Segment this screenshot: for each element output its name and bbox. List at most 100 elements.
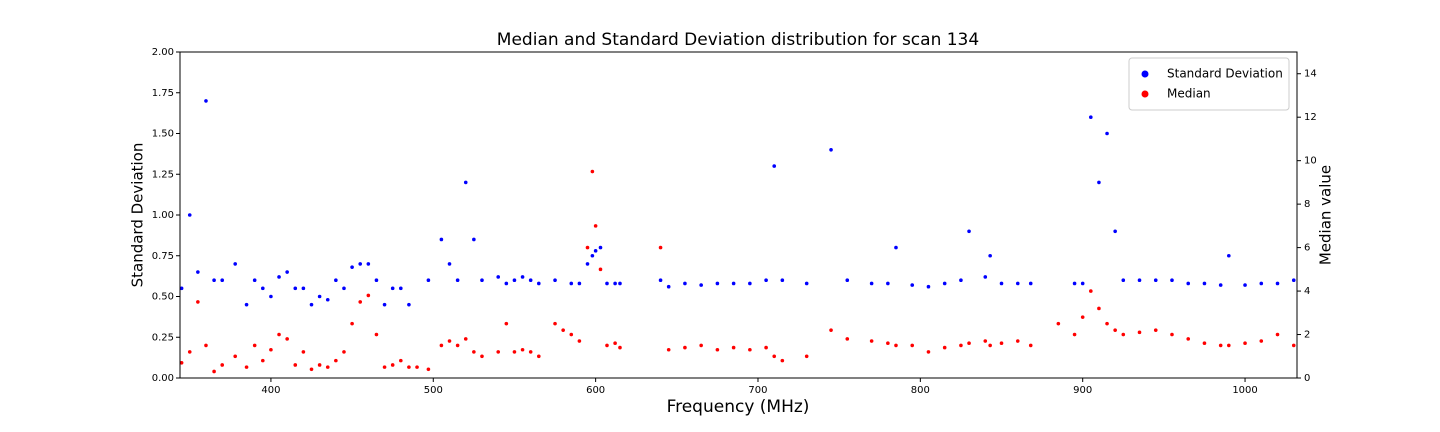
point <box>252 343 257 348</box>
point <box>1097 180 1101 185</box>
y-tick-label: 0.75 <box>152 251 174 262</box>
y2-tick-label: 6 <box>1304 243 1310 254</box>
point <box>528 350 533 354</box>
point <box>780 278 785 283</box>
point <box>598 267 603 272</box>
point <box>244 365 249 369</box>
point <box>869 281 874 286</box>
point <box>350 265 354 269</box>
point <box>480 354 484 359</box>
point <box>350 321 354 326</box>
point <box>366 293 371 298</box>
plot-frame <box>179 51 1298 379</box>
y2-tick-label: 2 <box>1304 330 1310 341</box>
point <box>683 281 687 286</box>
point <box>504 321 509 326</box>
point <box>358 262 363 266</box>
point <box>1015 339 1020 343</box>
point <box>407 302 411 307</box>
point <box>1227 253 1231 258</box>
point <box>520 275 525 279</box>
y2-tick-label: 10 <box>1304 156 1317 167</box>
legend-label: Standard Deviation <box>1167 67 1283 81</box>
point <box>528 278 533 283</box>
point <box>447 262 452 266</box>
point <box>845 337 850 341</box>
point <box>285 337 289 341</box>
point <box>1121 332 1126 337</box>
point <box>748 347 752 352</box>
point <box>415 365 419 369</box>
point <box>577 339 582 343</box>
point <box>1072 281 1077 286</box>
point <box>277 332 281 337</box>
point <box>1186 281 1191 286</box>
point <box>999 341 1004 346</box>
point <box>553 278 557 283</box>
point <box>504 281 509 286</box>
point <box>553 321 557 326</box>
point <box>301 286 306 291</box>
point <box>1089 115 1093 119</box>
x-tick-label: 800 <box>911 385 930 396</box>
y2-tick-label: 12 <box>1304 112 1317 123</box>
point <box>426 278 431 283</box>
point <box>593 249 598 253</box>
point <box>196 300 200 304</box>
point <box>537 281 541 286</box>
y2-tick-label: 14 <box>1304 69 1317 80</box>
point <box>1186 337 1191 341</box>
point <box>220 278 225 283</box>
point <box>886 341 890 346</box>
y2-axis-label: Median value <box>1317 165 1335 265</box>
y-tick-label: 2.00 <box>152 47 174 58</box>
point <box>1097 306 1101 311</box>
y-tick-label: 1.50 <box>152 129 174 140</box>
point <box>537 354 541 359</box>
chart-title: Median and Standard Deviation distributi… <box>497 30 979 50</box>
point <box>382 365 387 369</box>
point <box>1259 281 1264 286</box>
point <box>233 354 238 359</box>
point <box>959 278 963 283</box>
point <box>804 354 809 359</box>
point <box>1105 131 1109 136</box>
point <box>683 345 687 350</box>
point <box>212 369 216 374</box>
point <box>1056 321 1061 326</box>
point <box>598 245 603 250</box>
point <box>301 350 306 354</box>
point <box>967 229 971 234</box>
point <box>886 281 890 286</box>
point <box>261 286 265 291</box>
point <box>1218 283 1223 287</box>
point <box>569 281 574 286</box>
point <box>666 347 671 352</box>
point <box>220 363 225 367</box>
x-tick-label: 700 <box>748 385 767 396</box>
point <box>455 343 460 348</box>
point <box>293 286 298 291</box>
point <box>317 294 322 299</box>
point <box>590 169 595 174</box>
y-tick-label: 0.50 <box>152 292 174 303</box>
point <box>439 237 444 242</box>
point <box>472 350 476 354</box>
x-tick-label: 600 <box>586 385 605 396</box>
point <box>1113 229 1117 234</box>
point <box>325 297 330 302</box>
point <box>1153 278 1158 283</box>
point <box>1028 281 1033 286</box>
point <box>212 278 216 283</box>
point <box>845 278 850 283</box>
point <box>869 339 874 343</box>
point <box>1275 332 1280 337</box>
point <box>179 360 184 365</box>
point <box>585 262 590 266</box>
point <box>1275 281 1280 286</box>
point <box>910 343 915 348</box>
point <box>374 278 379 283</box>
point <box>233 262 238 266</box>
point <box>829 328 833 332</box>
